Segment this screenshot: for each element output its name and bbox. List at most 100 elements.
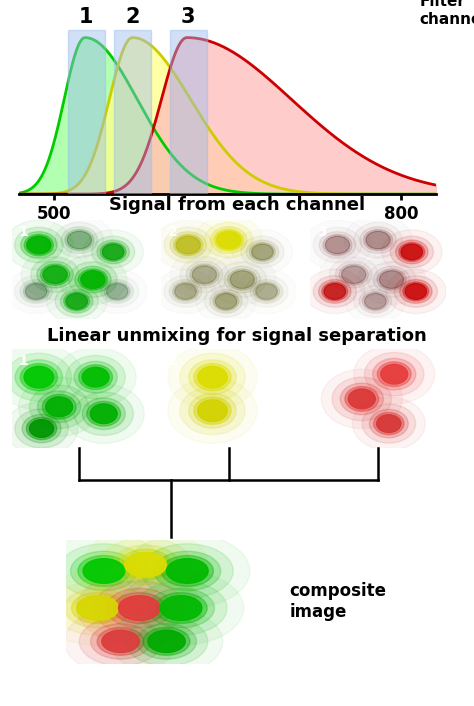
- Circle shape: [186, 261, 223, 288]
- Circle shape: [382, 229, 442, 274]
- Circle shape: [82, 367, 109, 387]
- Circle shape: [373, 359, 416, 390]
- Circle shape: [249, 242, 275, 261]
- Circle shape: [354, 345, 435, 404]
- Bar: [68, 30, 105, 194]
- Circle shape: [15, 227, 63, 263]
- Circle shape: [125, 534, 250, 608]
- Circle shape: [100, 242, 126, 261]
- Circle shape: [58, 544, 150, 598]
- Circle shape: [217, 231, 241, 249]
- Circle shape: [192, 265, 217, 284]
- Circle shape: [215, 294, 237, 309]
- Circle shape: [180, 387, 245, 435]
- Circle shape: [250, 280, 283, 304]
- Circle shape: [168, 345, 257, 409]
- Circle shape: [352, 397, 425, 450]
- Circle shape: [5, 402, 78, 455]
- Circle shape: [61, 227, 98, 253]
- Text: 3: 3: [181, 6, 195, 27]
- Circle shape: [59, 255, 127, 304]
- Circle shape: [210, 227, 247, 253]
- Circle shape: [71, 551, 137, 591]
- Bar: [170, 30, 207, 194]
- Circle shape: [394, 275, 438, 307]
- Circle shape: [148, 630, 185, 652]
- Circle shape: [168, 378, 257, 443]
- Circle shape: [160, 596, 202, 621]
- Circle shape: [97, 628, 144, 655]
- Circle shape: [322, 282, 348, 301]
- Circle shape: [135, 581, 227, 635]
- Circle shape: [66, 355, 125, 399]
- Circle shape: [166, 558, 208, 583]
- Circle shape: [214, 229, 243, 251]
- Circle shape: [365, 294, 386, 309]
- Circle shape: [63, 384, 144, 443]
- Circle shape: [35, 571, 160, 645]
- Circle shape: [213, 292, 239, 311]
- Circle shape: [69, 262, 117, 297]
- Circle shape: [97, 240, 129, 264]
- Text: 2: 2: [168, 225, 178, 239]
- Circle shape: [91, 623, 151, 659]
- Circle shape: [23, 282, 49, 301]
- Circle shape: [170, 232, 206, 258]
- Circle shape: [164, 227, 212, 263]
- Circle shape: [110, 608, 223, 675]
- Circle shape: [176, 236, 201, 254]
- Circle shape: [20, 364, 57, 390]
- Circle shape: [118, 596, 160, 621]
- Circle shape: [37, 391, 81, 423]
- Circle shape: [348, 389, 375, 409]
- Circle shape: [362, 292, 388, 311]
- Circle shape: [64, 588, 131, 628]
- Circle shape: [112, 545, 179, 585]
- Circle shape: [401, 244, 423, 260]
- Circle shape: [21, 232, 57, 258]
- Circle shape: [21, 250, 89, 299]
- Circle shape: [18, 377, 100, 436]
- Circle shape: [374, 266, 410, 293]
- Circle shape: [83, 558, 125, 583]
- Bar: [114, 30, 151, 194]
- Circle shape: [377, 361, 411, 386]
- Circle shape: [379, 270, 404, 289]
- Circle shape: [359, 289, 392, 313]
- Circle shape: [5, 220, 73, 270]
- Circle shape: [154, 551, 221, 591]
- Circle shape: [102, 630, 139, 652]
- Circle shape: [155, 592, 207, 623]
- Circle shape: [65, 229, 94, 251]
- Circle shape: [26, 284, 47, 299]
- Circle shape: [27, 417, 57, 440]
- Circle shape: [366, 231, 390, 249]
- Circle shape: [72, 592, 124, 623]
- Circle shape: [42, 395, 76, 419]
- Circle shape: [77, 571, 202, 645]
- Circle shape: [67, 231, 91, 249]
- Circle shape: [195, 215, 263, 265]
- Circle shape: [174, 284, 196, 299]
- Circle shape: [169, 280, 202, 304]
- Circle shape: [198, 366, 228, 388]
- Text: Signal from each channel: Signal from each channel: [109, 196, 365, 215]
- Circle shape: [228, 269, 257, 290]
- Circle shape: [396, 240, 428, 264]
- Circle shape: [323, 234, 352, 256]
- Circle shape: [194, 364, 231, 390]
- Circle shape: [224, 266, 260, 293]
- Circle shape: [20, 280, 52, 304]
- Circle shape: [230, 270, 255, 289]
- Circle shape: [141, 544, 233, 598]
- Circle shape: [102, 244, 124, 260]
- Circle shape: [46, 397, 73, 417]
- Circle shape: [29, 419, 54, 438]
- Circle shape: [15, 409, 68, 448]
- Circle shape: [381, 364, 408, 384]
- Circle shape: [332, 377, 392, 421]
- Circle shape: [64, 292, 90, 311]
- Circle shape: [78, 556, 130, 587]
- Circle shape: [173, 234, 203, 256]
- Circle shape: [125, 617, 208, 666]
